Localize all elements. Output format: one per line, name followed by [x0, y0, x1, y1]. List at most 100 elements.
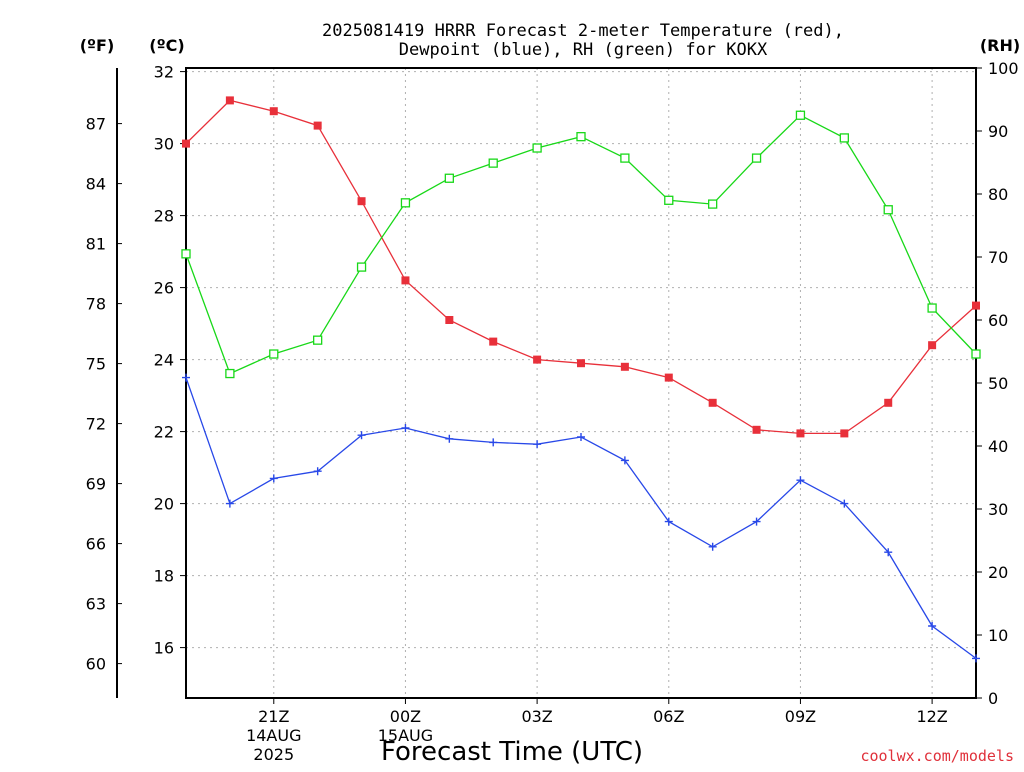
rh-point: [751, 153, 762, 163]
temperature-point: [577, 359, 585, 368]
x-tick-year-label: 2025: [253, 745, 294, 764]
fahrenheit-tick-label: 60: [86, 655, 106, 674]
temperature-point: [357, 197, 366, 206]
temperature-point: [225, 96, 234, 105]
rh-point: [839, 133, 849, 143]
fahrenheit-tick-label: 87: [86, 115, 106, 134]
rh-point: [444, 173, 454, 183]
rh-point: [927, 303, 937, 313]
temperature-series-line: [185, 99, 977, 435]
fahrenheit-tick-label: 75: [86, 355, 106, 374]
temperature-point: [313, 121, 322, 130]
x-tick-date-label: 14AUG: [246, 726, 301, 745]
grid-lines: [186, 68, 976, 698]
dewpoint-point: [445, 434, 454, 443]
fahrenheit-tick-label: 63: [86, 595, 106, 614]
dewpoint-point: [182, 373, 190, 382]
fahrenheit-tick-label: 84: [86, 175, 106, 194]
dewpoint-point: [313, 467, 322, 476]
rh-series-line: [185, 114, 977, 375]
celsius-tick-label: 26: [154, 279, 174, 298]
fahrenheit-tick-label: 66: [86, 535, 106, 554]
celsius-tick-label: 16: [154, 639, 174, 658]
x-tick-label: 09Z: [785, 707, 816, 726]
rh-point: [356, 262, 367, 272]
dewpoint-point: [796, 476, 805, 485]
rh-tick-label: 40: [988, 437, 1008, 456]
rh-point: [664, 195, 674, 205]
rh-point: [269, 349, 279, 359]
rh-point: [576, 132, 586, 142]
dewpoint-point: [269, 474, 278, 483]
dewpoint-point: [664, 517, 673, 526]
x-tick-label: 21Z: [258, 707, 289, 726]
rh-tick-label: 60: [988, 311, 1008, 330]
temperature-point: [708, 398, 717, 407]
dewpoint-point: [840, 499, 849, 508]
rh-tick-label: 70: [988, 248, 1008, 267]
dewpoint-point: [752, 517, 761, 526]
x-tick-label: 03Z: [521, 707, 552, 726]
rh-point: [488, 158, 498, 168]
rh-tick-label: 20: [988, 563, 1008, 582]
temperature-point: [182, 139, 190, 148]
rh-point: [971, 349, 981, 359]
x-tick-label: 12Z: [916, 707, 947, 726]
temperature-point: [401, 276, 410, 285]
rh-point: [620, 153, 630, 163]
rh-point: [313, 335, 323, 345]
dewpoint-point: [489, 438, 498, 447]
dewpoint-point: [972, 654, 980, 663]
x-tick-date-label: 15AUG: [378, 726, 433, 745]
rh-tick-label: 50: [988, 374, 1008, 393]
dewpoint-point: [708, 542, 717, 551]
series-layer: [181, 96, 981, 663]
rh-point: [708, 199, 718, 209]
rh-point: [795, 110, 806, 120]
rh-tick-label: 80: [988, 185, 1008, 204]
dewpoint-point: [577, 433, 585, 441]
celsius-tick-label: 32: [154, 63, 174, 82]
celsius-tick-label: 30: [154, 135, 174, 154]
celsius-unit-label: (ºC): [149, 36, 184, 55]
temperature-point: [664, 373, 673, 382]
temperature-point: [445, 316, 454, 324]
dewpoint-point: [533, 440, 542, 449]
chart-title-line2: Dewpoint (blue), RH (green) for KOKX: [399, 40, 768, 60]
fahrenheit-unit-label: (ºF): [80, 36, 115, 55]
rh-tick-label: 90: [988, 122, 1008, 141]
fahrenheit-tick-label: 78: [86, 295, 106, 314]
rh-point: [225, 368, 235, 379]
temperature-point: [928, 341, 937, 350]
celsius-tick-label: 22: [154, 423, 174, 442]
plot-frame: [185, 67, 977, 699]
temperature-point: [489, 337, 498, 346]
dewpoint-point: [401, 424, 410, 432]
dewpoint-point: [225, 499, 234, 508]
dewpoint-series-line: [185, 377, 977, 659]
temperature-point: [840, 429, 849, 438]
temperature-point: [972, 301, 980, 310]
x-axis-title: Forecast Time (UTC): [381, 737, 643, 767]
celsius-tick-label: 24: [154, 351, 174, 370]
dewpoint-point: [620, 456, 629, 465]
fahrenheit-tick-label: 72: [86, 415, 106, 434]
fahrenheit-tick-label: 81: [86, 235, 106, 254]
chart-title-line1: 2025081419 HRRR Forecast 2-meter Tempera…: [322, 21, 844, 41]
temperature-point: [752, 425, 761, 434]
dewpoint-point: [884, 548, 893, 557]
rh-point: [400, 198, 411, 208]
temperature-point: [269, 107, 278, 116]
temperature-point: [884, 398, 893, 407]
rh-unit-label: (RH): [980, 36, 1020, 55]
temperature-point: [533, 355, 542, 364]
rh-tick-label: 100: [988, 59, 1019, 78]
rh-point: [181, 249, 191, 259]
fahrenheit-tick-label: 69: [86, 475, 106, 494]
axes: 16 18 20 22 24 26 28 30 32 60 63 66 69 72 75 78 81 84 87 0 1…: [86, 59, 1019, 764]
rh-point: [532, 143, 542, 153]
x-tick-label: 06Z: [653, 707, 684, 726]
temperature-point: [796, 429, 805, 438]
